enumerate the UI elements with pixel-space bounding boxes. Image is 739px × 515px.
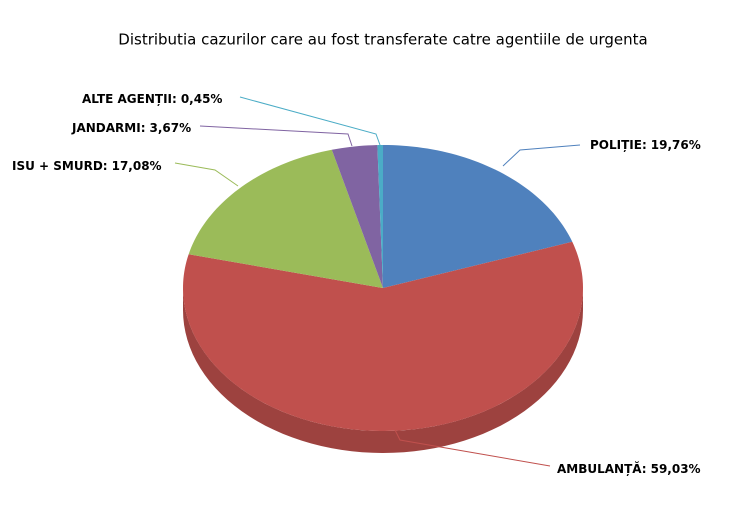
leader-line: [199, 125, 353, 147]
chart-title: Distributia cazurilor care au fost trans…: [118, 31, 647, 49]
slice: [331, 145, 383, 288]
slice: [377, 145, 383, 288]
slice: [383, 145, 573, 288]
value-label: 3,67%: [150, 121, 192, 135]
category-label: POLIȚIE:: [590, 138, 647, 152]
value-label: 17,08%: [112, 159, 162, 173]
category-label: AMBULANȚĂ:: [557, 461, 647, 476]
category-label: JANDARMI:: [71, 121, 146, 135]
category-label: ISU + SMURD:: [12, 159, 108, 173]
slice: [183, 241, 583, 431]
leader-line: [502, 144, 581, 167]
category-label: ALTE AGENȚII:: [82, 92, 177, 106]
data-label: AMBULANȚĂ: 59,03%: [557, 461, 701, 476]
slice: [188, 149, 383, 288]
data-label: JANDARMI: 3,67%: [71, 121, 191, 135]
data-label: ALTE AGENȚII: 0,45%: [82, 92, 222, 106]
data-label: ISU + SMURD: 17,08%: [12, 159, 162, 173]
leader-line: [394, 429, 551, 467]
value-label: 0,45%: [181, 92, 223, 106]
leader-line: [174, 162, 239, 187]
data-label: POLIȚIE: 19,76%: [590, 138, 701, 152]
leader-line: [239, 96, 381, 146]
value-label: 19,76%: [651, 138, 701, 152]
value-label: 59,03%: [651, 462, 701, 476]
